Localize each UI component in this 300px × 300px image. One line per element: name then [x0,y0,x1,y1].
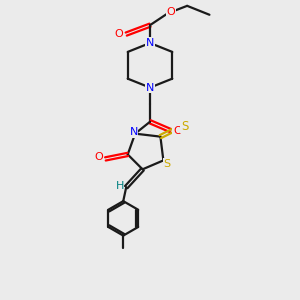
Text: O: O [173,126,182,136]
Text: H: H [116,181,124,191]
Text: O: O [114,29,123,39]
Text: S: S [181,120,188,133]
Text: N: N [146,38,154,48]
Text: O: O [167,7,175,17]
Text: O: O [94,152,103,162]
Text: N: N [130,127,138,137]
Text: S: S [164,159,170,169]
Text: N: N [146,82,154,93]
